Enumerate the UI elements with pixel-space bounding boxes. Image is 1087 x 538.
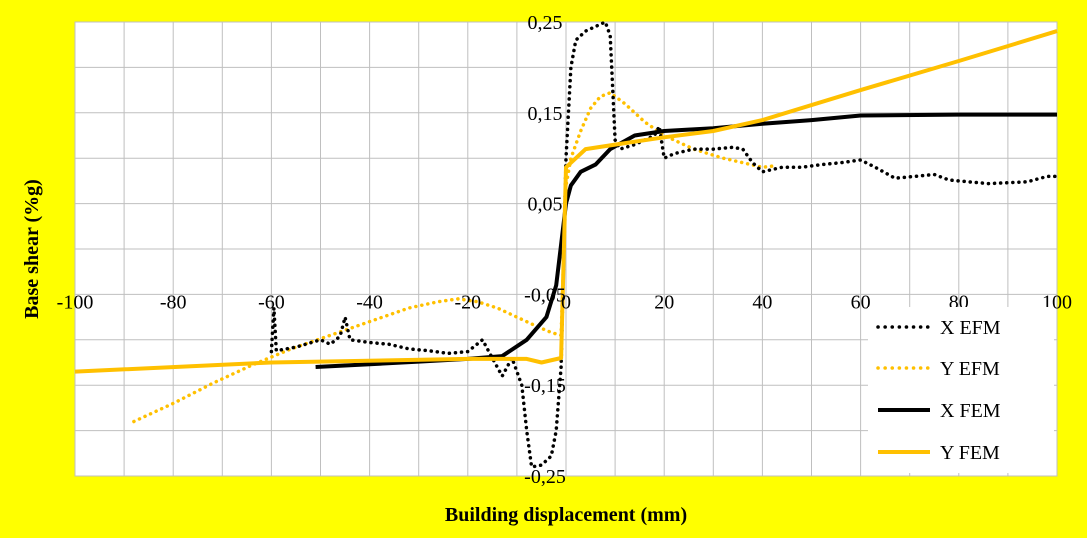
x-tick-label: 60 [851, 291, 871, 313]
legend-label-x-fem: X FEM [940, 400, 1001, 422]
legend-background [868, 307, 1054, 473]
y-tick-label: 0,25 [528, 12, 563, 34]
legend: X EFM Y EFM X FEM Y FEM [868, 307, 1054, 473]
x-tick-label: 40 [752, 291, 772, 313]
x-tick-label: -80 [160, 291, 187, 313]
y-tick-label: -0,25 [524, 466, 566, 488]
y-axis-title: Base shear (%g) [21, 179, 43, 319]
y-tick-label: -0,15 [524, 375, 566, 397]
legend-label-y-fem: Y FEM [940, 442, 1000, 464]
y-tick-label: -0,05 [524, 284, 566, 306]
tick-labels: -100 -80 -60 -40 -20 0 20 40 60 80 1000,250,150,05… [57, 12, 1072, 488]
y-tick-label: 0,15 [528, 103, 563, 125]
y-tick-label: 0,05 [528, 194, 563, 216]
legend-label-y-efm: Y EFM [940, 358, 1000, 380]
x-axis-title: Building displacement (mm) [445, 504, 687, 526]
x-tick-label: 20 [654, 291, 674, 313]
x-tick-label: -40 [356, 291, 383, 313]
plot-border [74, 21, 1058, 477]
x-tick-label: -20 [454, 291, 481, 313]
x-tick-label: -100 [57, 291, 94, 313]
x-tick-label: 0 [561, 291, 571, 313]
series-y-efm [132, 91, 779, 424]
series-y-fem [74, 29, 1058, 374]
series-layer [74, 20, 1059, 469]
legend-label-x-efm: X EFM [940, 317, 1001, 339]
x-tick-label: -60 [258, 291, 285, 313]
